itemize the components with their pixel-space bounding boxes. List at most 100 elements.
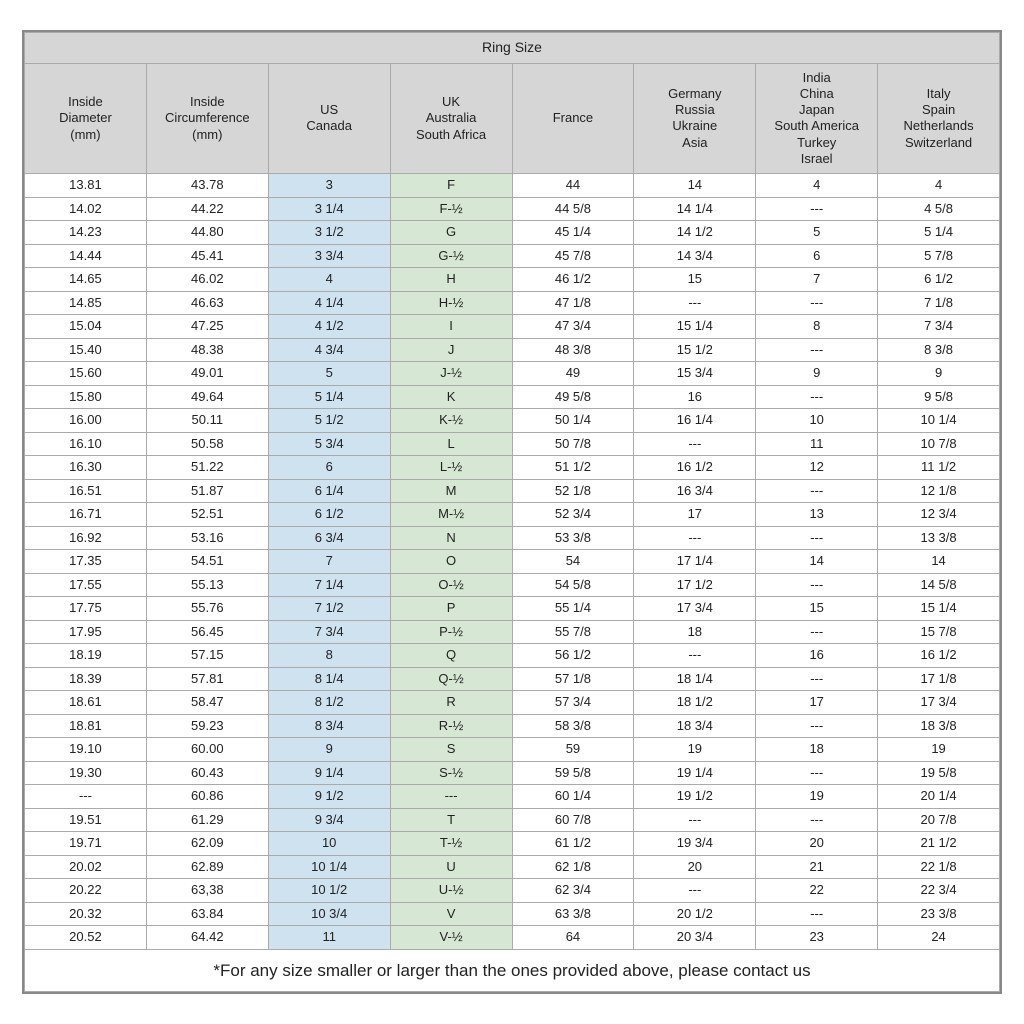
cell: 7: [268, 550, 390, 574]
cell: 53 3/8: [512, 526, 634, 550]
cell: 20 3/4: [634, 926, 756, 950]
cell: V-½: [390, 926, 512, 950]
cell: 54.51: [146, 550, 268, 574]
table-row: 16.3051.226L-½51 1/216 1/21211 1/2: [25, 456, 1000, 480]
cell: 17 1/8: [878, 667, 1000, 691]
cell: H-½: [390, 291, 512, 315]
cell: 44.22: [146, 197, 268, 221]
table-row: 16.0050.115 1/2K-½50 1/416 1/41010 1/4: [25, 409, 1000, 433]
cell: 19: [634, 738, 756, 762]
cell: 21: [756, 855, 878, 879]
table-row: 18.6158.478 1/2R57 3/418 1/21717 3/4: [25, 691, 1000, 715]
cell: 44 5/8: [512, 197, 634, 221]
cell: ---: [756, 197, 878, 221]
cell: I: [390, 315, 512, 339]
cell: 8: [268, 644, 390, 668]
cell: 20.02: [25, 855, 147, 879]
cell: 6 3/4: [268, 526, 390, 550]
table-row: 20.5264.4211V-½6420 3/42324: [25, 926, 1000, 950]
cell: 14.23: [25, 221, 147, 245]
cell: 9: [756, 362, 878, 386]
cell: 9 3/4: [268, 808, 390, 832]
cell: 11: [756, 432, 878, 456]
cell: R: [390, 691, 512, 715]
cell: 7 1/2: [268, 597, 390, 621]
cell: 14.85: [25, 291, 147, 315]
footer-note: *For any size smaller or larger than the…: [25, 949, 1000, 991]
header-row: Inside Diameter (mm) Inside Circumferenc…: [25, 63, 1000, 174]
cell: 60 1/4: [512, 785, 634, 809]
cell: 19 1/4: [634, 761, 756, 785]
cell: 59.23: [146, 714, 268, 738]
table-row: 16.1050.585 3/4L50 7/8---1110 7/8: [25, 432, 1000, 456]
col-header-germany-russia: Germany Russia Ukraine Asia: [634, 63, 756, 174]
cell: ---: [756, 526, 878, 550]
cell: O-½: [390, 573, 512, 597]
cell: 7: [756, 268, 878, 292]
cell: 63 3/8: [512, 902, 634, 926]
cell: 48.38: [146, 338, 268, 362]
table-row: 15.4048.384 3/4J48 3/815 1/2---8 3/8: [25, 338, 1000, 362]
cell: 12: [756, 456, 878, 480]
cell: 57 3/4: [512, 691, 634, 715]
cell: 14 3/4: [634, 244, 756, 268]
cell: 4 1/2: [268, 315, 390, 339]
cell: P: [390, 597, 512, 621]
cell: 5: [268, 362, 390, 386]
cell: ---: [634, 808, 756, 832]
cell: 19.10: [25, 738, 147, 762]
cell: ---: [390, 785, 512, 809]
cell: 63,38: [146, 879, 268, 903]
cell: M-½: [390, 503, 512, 527]
cell: 16: [756, 644, 878, 668]
cell: 60 7/8: [512, 808, 634, 832]
cell: 5 3/4: [268, 432, 390, 456]
cell: 63.84: [146, 902, 268, 926]
table-row: 16.7152.516 1/2M-½52 3/4171312 3/4: [25, 503, 1000, 527]
cell: 15 3/4: [634, 362, 756, 386]
cell: P-½: [390, 620, 512, 644]
cell: 46.02: [146, 268, 268, 292]
cell: 20: [634, 855, 756, 879]
col-header-uk-aus-sa: UK Australia South Africa: [390, 63, 512, 174]
cell: ---: [756, 808, 878, 832]
cell: 18.39: [25, 667, 147, 691]
cell: K: [390, 385, 512, 409]
cell: 20.22: [25, 879, 147, 903]
cell: 20.32: [25, 902, 147, 926]
cell: 17 1/2: [634, 573, 756, 597]
cell: ---: [634, 526, 756, 550]
cell: 17.95: [25, 620, 147, 644]
table-row: 17.7555.767 1/2P55 1/417 3/41515 1/4: [25, 597, 1000, 621]
cell: 49 5/8: [512, 385, 634, 409]
cell: ---: [634, 432, 756, 456]
cell: 15 1/4: [878, 597, 1000, 621]
cell: 6: [756, 244, 878, 268]
cell: 20 1/2: [634, 902, 756, 926]
cell: 19.71: [25, 832, 147, 856]
cell: L-½: [390, 456, 512, 480]
cell: ---: [756, 902, 878, 926]
cell: 46.63: [146, 291, 268, 315]
table-row: 16.9253.166 3/4N53 3/8------13 3/8: [25, 526, 1000, 550]
cell: 6 1/2: [268, 503, 390, 527]
cell: 7 3/4: [878, 315, 1000, 339]
cell: 57.15: [146, 644, 268, 668]
cell: 16.92: [25, 526, 147, 550]
cell: 4 5/8: [878, 197, 1000, 221]
cell: V: [390, 902, 512, 926]
cell: U: [390, 855, 512, 879]
cell: 58.47: [146, 691, 268, 715]
cell: 10 1/2: [268, 879, 390, 903]
cell: 14 1/4: [634, 197, 756, 221]
cell: 61.29: [146, 808, 268, 832]
cell: 5 1/4: [268, 385, 390, 409]
cell: N: [390, 526, 512, 550]
cell: 46 1/2: [512, 268, 634, 292]
cell: T: [390, 808, 512, 832]
table-row: 15.6049.015J-½4915 3/499: [25, 362, 1000, 386]
cell: O: [390, 550, 512, 574]
cell: 13: [756, 503, 878, 527]
cell: 61 1/2: [512, 832, 634, 856]
cell: L: [390, 432, 512, 456]
